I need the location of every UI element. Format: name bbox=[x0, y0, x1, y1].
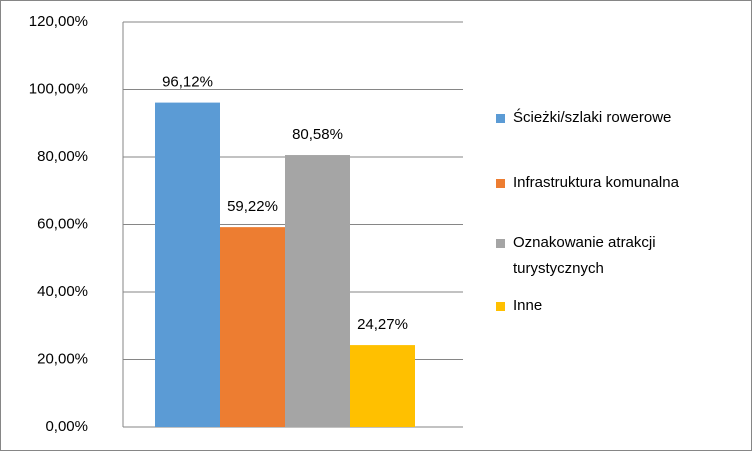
legend-item: Ścieżki/szlaki rowerowe bbox=[496, 105, 736, 131]
y-tick-label: 100,00% bbox=[29, 80, 88, 97]
legend-label: Ścieżki/szlaki rowerowe bbox=[513, 109, 672, 126]
bar bbox=[220, 227, 285, 427]
y-tick-label: 120,00% bbox=[29, 13, 88, 30]
legend-item: Oznakowanie atrakcji turystycznych bbox=[496, 230, 736, 282]
bar bbox=[285, 155, 350, 428]
legend-item: Inne bbox=[496, 293, 736, 319]
legend-swatch bbox=[496, 179, 505, 188]
y-tick-label: 80,00% bbox=[37, 148, 88, 165]
y-tick-label: 40,00% bbox=[37, 283, 88, 300]
legend-label: Inne bbox=[513, 297, 543, 314]
legend-label: Oznakowanie atrakcji turystycznych bbox=[513, 234, 656, 277]
bar bbox=[155, 102, 220, 427]
legend-label: Infrastruktura komunalna bbox=[513, 174, 679, 191]
value-label: 80,58% bbox=[292, 126, 343, 143]
legend-swatch bbox=[496, 114, 505, 123]
value-label: 24,27% bbox=[357, 316, 408, 333]
legend-swatch bbox=[496, 239, 505, 248]
y-tick-label: 60,00% bbox=[37, 215, 88, 232]
legend-swatch bbox=[496, 302, 505, 311]
value-label: 96,12% bbox=[162, 74, 213, 91]
legend-item: Infrastruktura komunalna bbox=[496, 170, 736, 196]
bar bbox=[350, 345, 415, 427]
y-tick-label: 20,00% bbox=[37, 350, 88, 367]
value-label: 59,22% bbox=[227, 198, 278, 215]
y-tick-label: 0,00% bbox=[45, 418, 88, 435]
